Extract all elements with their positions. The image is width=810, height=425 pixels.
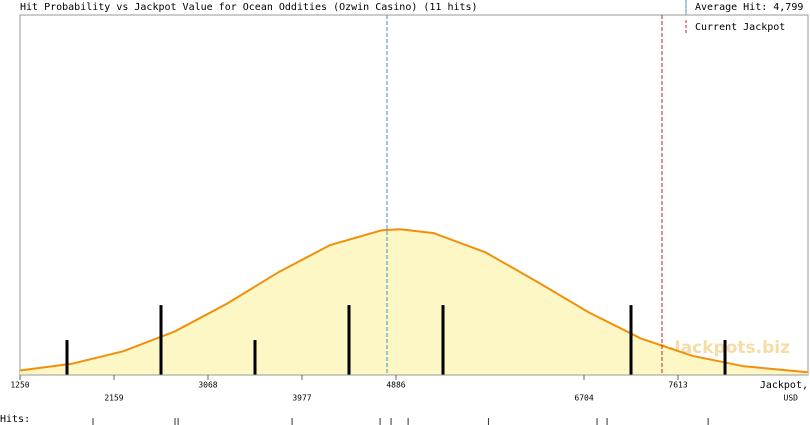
- x-tick-label: 4886: [386, 381, 405, 390]
- legend-current: Current Jackpot: [695, 22, 785, 33]
- bar: [253, 340, 257, 375]
- bar: [629, 305, 633, 375]
- bar: [441, 305, 445, 375]
- legend-average: Average Hit: 4,799: [695, 2, 803, 13]
- chart-title: Hit Probability vs Jackpot Value for Oce…: [20, 2, 478, 13]
- bar: [347, 305, 351, 375]
- x-axis-label: Jackpot,: [760, 380, 808, 391]
- x-tick-label: 3977: [292, 394, 311, 403]
- bar: [65, 340, 69, 375]
- curve-area: [20, 229, 808, 375]
- bar: [159, 305, 163, 375]
- x-axis-label: USD: [784, 394, 799, 403]
- curve-line: [19, 228, 809, 374]
- x-tick-label: 6704: [574, 394, 593, 403]
- x-tick-label: 1250: [10, 381, 29, 390]
- x-tick-label: 3068: [198, 381, 217, 390]
- bar: [723, 340, 727, 375]
- x-tick-label: 2159: [104, 394, 123, 403]
- hits-label: Hits:: [0, 414, 30, 425]
- x-tick-label: 7613: [668, 381, 687, 390]
